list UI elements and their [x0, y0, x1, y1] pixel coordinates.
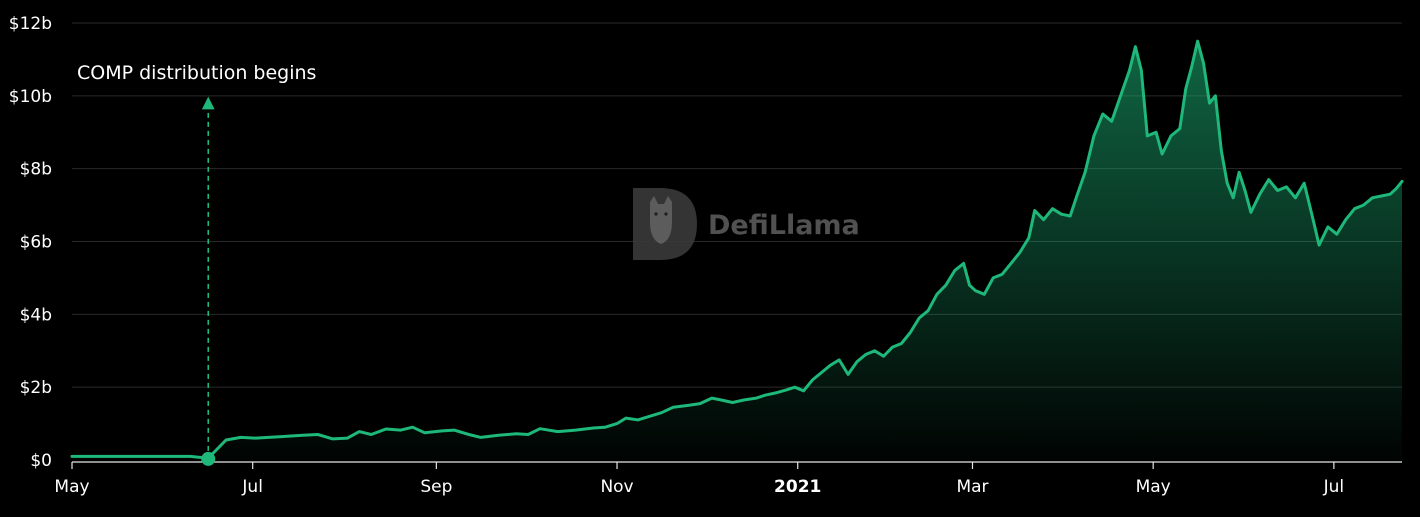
y-tick-label: $8b: [20, 160, 52, 180]
y-tick-label: $0: [30, 451, 52, 471]
x-tick-label: Jul: [1323, 477, 1345, 497]
x-tick-label: Sep: [420, 477, 452, 497]
x-tick-label: Jul: [241, 477, 263, 497]
y-axis: $0 $2b $4b $6b $8b $10b $12b: [9, 14, 52, 471]
y-tick-label: $6b: [20, 233, 52, 253]
x-tick-label: 2021: [774, 477, 821, 497]
x-tick-label: Mar: [956, 477, 988, 497]
watermark: DefiLlama: [633, 188, 860, 260]
x-tick-label: May: [54, 477, 89, 497]
gridlines: [72, 22, 1402, 463]
x-tick-label: May: [1136, 477, 1171, 497]
tvl-series-line: [70, 39, 1404, 460]
x-tick-label: Nov: [600, 477, 633, 497]
x-axis: May Jul Sep Nov 2021 Mar May Jul: [54, 462, 1344, 497]
annotation-marker: [201, 451, 216, 466]
annotation-label: COMP distribution begins: [77, 62, 316, 84]
y-tick-label: $12b: [9, 14, 52, 34]
llama-logo-icon: [633, 188, 697, 260]
y-tick-label: $2b: [20, 378, 52, 398]
y-tick-label: $10b: [9, 87, 52, 107]
tvl-area-fill: [72, 41, 1402, 460]
annotation: COMP distribution begins: [77, 62, 316, 466]
watermark-text: DefiLlama: [708, 210, 860, 241]
y-tick-label: $4b: [20, 305, 52, 325]
